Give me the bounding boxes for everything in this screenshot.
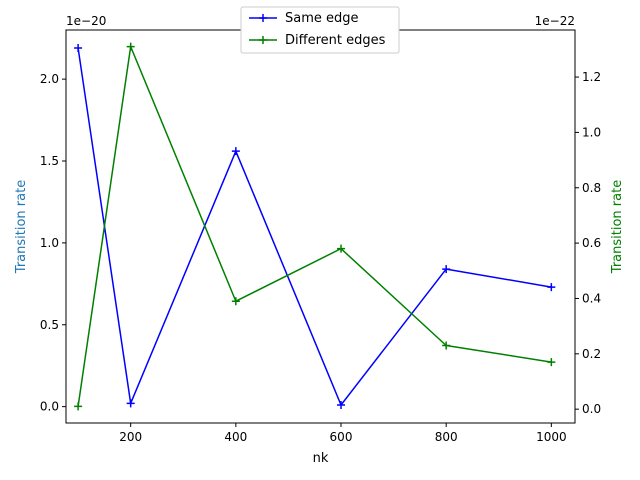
left-y-tick-label: 1.0 — [40, 236, 59, 250]
x-tick-label: 600 — [330, 430, 353, 444]
right-y-tick-label: 0.2 — [582, 347, 601, 361]
data-point-same-edge — [442, 265, 451, 274]
x-tick-label: 200 — [119, 430, 142, 444]
left-y-axis-ticks: 0.0 0.5 1.0 1.5 2.0 — [40, 72, 66, 414]
data-point-different-edges — [231, 297, 240, 306]
x-axis-label: nk — [313, 451, 329, 466]
left-y-tick-label: 1.5 — [40, 154, 59, 168]
data-point-same-edge — [547, 283, 556, 292]
data-point-same-edge — [231, 147, 240, 156]
right-y-axis-label: Transition rate — [610, 180, 625, 274]
data-point-same-edge — [126, 399, 135, 408]
data-point-different-edges — [442, 341, 451, 350]
plot-area — [65, 29, 576, 424]
data-point-different-edges — [337, 244, 346, 253]
data-point-different-edges — [126, 42, 135, 51]
left-axis-offset-text: 1e−20 — [66, 14, 106, 28]
legend: Same edge Different edges — [240, 6, 400, 54]
data-point-different-edges — [547, 358, 556, 367]
right-y-tick-label: 0.6 — [582, 236, 601, 250]
legend-marker-same-edge — [259, 14, 267, 22]
series-line-different-edges — [77, 45, 552, 407]
left-y-tick-label: 0.0 — [40, 400, 59, 414]
right-y-tick-label: 1.2 — [582, 70, 601, 84]
right-y-tick-label: 0.0 — [582, 402, 601, 416]
right-y-tick-label: 0.8 — [582, 181, 601, 195]
legend-label-same-edge: Same edge — [285, 11, 359, 26]
x-tick-label: 1000 — [536, 430, 567, 444]
legend-marker-different-edges — [259, 36, 267, 44]
series-line-same-edge — [77, 47, 552, 406]
data-point-different-edges — [74, 402, 83, 411]
series-layer — [74, 42, 556, 411]
x-axis-ticks: 200 400 600 800 1000 — [119, 423, 567, 444]
legend-label-different-edges: Different edges — [285, 33, 386, 48]
left-y-tick-label: 2.0 — [40, 72, 59, 86]
x-tick-label: 800 — [435, 430, 458, 444]
left-y-axis-label: Transition rate — [14, 180, 29, 274]
right-y-axis-ticks: 0.0 0.2 0.4 0.6 0.8 1.0 1.2 — [575, 70, 601, 416]
right-y-tick-label: 1.0 — [582, 125, 601, 139]
data-point-same-edge — [337, 400, 346, 409]
x-tick-label: 400 — [224, 430, 247, 444]
left-y-tick-label: 0.5 — [40, 318, 59, 332]
legend-frame — [240, 6, 400, 54]
right-axis-offset-text: 1e−22 — [535, 14, 575, 28]
right-y-tick-label: 0.4 — [582, 291, 601, 305]
data-point-same-edge — [74, 44, 83, 53]
